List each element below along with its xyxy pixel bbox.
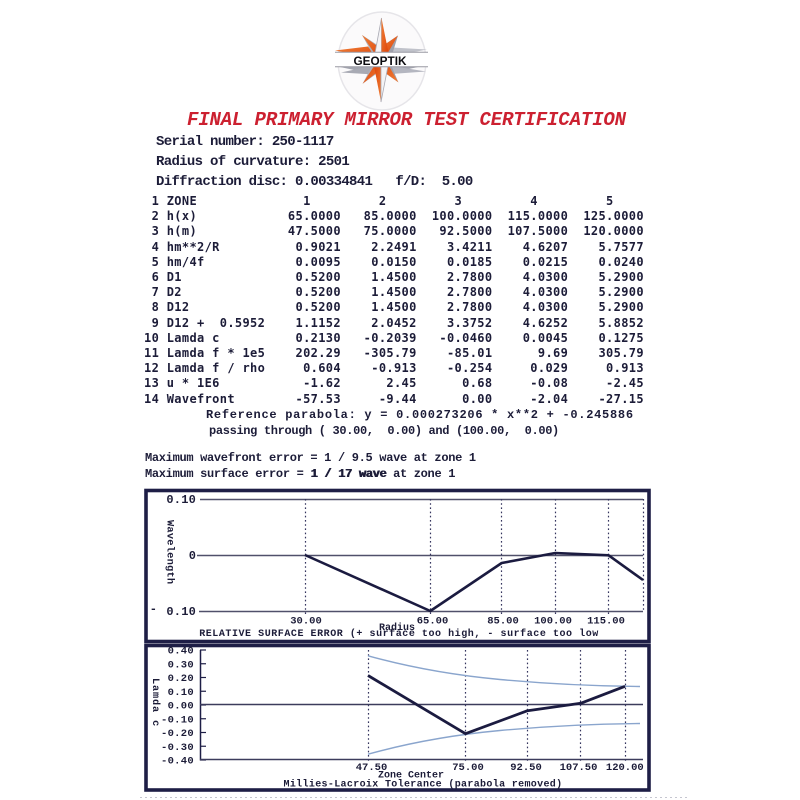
svg-text:-0.10: -0.10 (161, 714, 194, 726)
svg-text:107.50: 107.50 (560, 762, 598, 774)
svg-text:0: 0 (189, 549, 196, 563)
svg-text:-0.30: -0.30 (161, 742, 194, 754)
svg-text:92.50: 92.50 (510, 762, 542, 774)
svg-text:0.10: 0.10 (166, 605, 196, 619)
svg-text:0.30: 0.30 (168, 659, 194, 671)
svg-text:-0.40: -0.40 (161, 756, 194, 768)
svg-text:Wavelength: Wavelength (164, 520, 176, 584)
svg-text:Radius: Radius (379, 622, 415, 634)
svg-text:-0.20: -0.20 (161, 728, 194, 740)
svg-text:47.50: 47.50 (356, 762, 388, 774)
svg-text:Lamda c: Lamda c (149, 678, 161, 727)
svg-text:0.40: 0.40 (168, 646, 194, 658)
svg-text:0.20: 0.20 (168, 673, 194, 685)
svg-text:-: - (150, 603, 157, 617)
svg-text:Millies-Lacroix Tolerance (par: Millies-Lacroix Tolerance (parabola remo… (283, 779, 562, 791)
svg-text:RELATIVE SURFACE ERROR (+ surf: RELATIVE SURFACE ERROR (+ surface too hi… (199, 628, 599, 640)
svg-text:30.00: 30.00 (290, 616, 322, 628)
svg-text:100.00: 100.00 (534, 616, 572, 628)
svg-text:GEOPTIK: GEOPTIK (354, 54, 407, 68)
svg-text:0.10: 0.10 (168, 687, 194, 699)
svg-text:120.00: 120.00 (606, 762, 644, 774)
svg-text:85.00: 85.00 (487, 616, 519, 628)
svg-text:75.00: 75.00 (452, 762, 484, 774)
svg-text:Zone Center: Zone Center (378, 771, 444, 782)
svg-text:0.00: 0.00 (168, 701, 194, 713)
svg-text:115.00: 115.00 (587, 616, 625, 628)
svg-text:65.00: 65.00 (417, 616, 449, 628)
svg-text:0.10: 0.10 (166, 493, 196, 507)
